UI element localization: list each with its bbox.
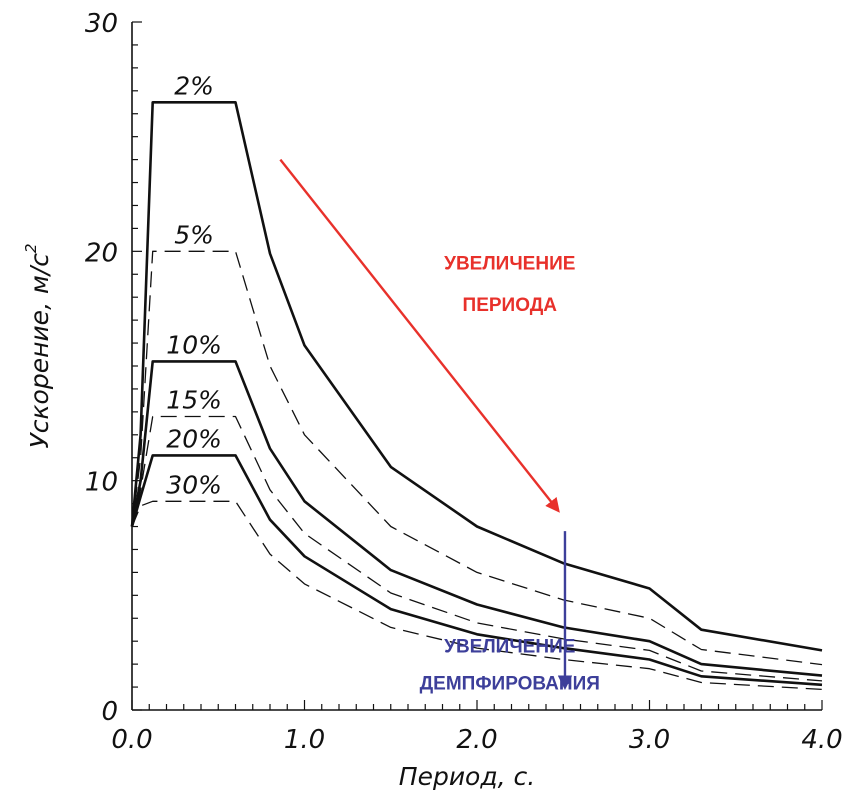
curve-30pct [131,500,823,691]
y-tick-label: 0 [101,697,118,727]
curve-2pct [130,101,823,652]
x-tick-label: 2.0 [456,725,497,755]
series-label-20pct: 20% [166,424,222,453]
curve-20pct [130,454,823,687]
y-tick-label: 30 [85,9,118,39]
period-arrow [279,158,560,513]
series-label-2pct: 2% [174,71,214,100]
series-label-5pct: 5% [174,220,214,249]
y-axis-title: Ускорение, м/с2 [22,243,54,448]
curves [130,101,823,691]
curve-5pct [131,250,823,666]
x-tick-label: 1.0 [284,725,325,755]
series-label-15pct: 15% [166,385,222,414]
damping-annotation-line-2: ДЕМПФИРОВАНИЯ [420,673,600,694]
damping-annotation-line-1: УВЕЛИЧЕНИЕ [444,637,575,658]
series-label-10pct: 10% [166,330,222,359]
series-labels: 2% 5% 10% 15% 20% 30% [166,71,222,499]
x-tick-label: 4.0 [801,725,842,755]
x-tick-label: 3.0 [629,725,670,755]
curve-15pct [131,415,823,682]
annotations: УВЕЛИЧЕНИЕ ПЕРИОДА УВЕЛИЧЕНИЕ ДЕМПФИРОВАНИЯ [279,158,600,694]
curve-10pct [130,360,823,677]
period-annotation-line-1: УВЕЛИЧЕНИЕ [444,254,575,275]
x-tick-label: 0.0 [111,725,152,755]
y-tick-label: 20 [85,238,118,268]
y-tick-label: 10 [85,468,118,498]
axes: 0.0 1.0 2.0 3.0 4.0 0 10 20 30 Период, с. Ускорени… [22,9,843,791]
series-label-30pct: 30% [166,470,222,499]
period-annotation-line-2: ПЕРИОДА [463,295,558,316]
x-axis-title: Период, с. [399,762,535,791]
